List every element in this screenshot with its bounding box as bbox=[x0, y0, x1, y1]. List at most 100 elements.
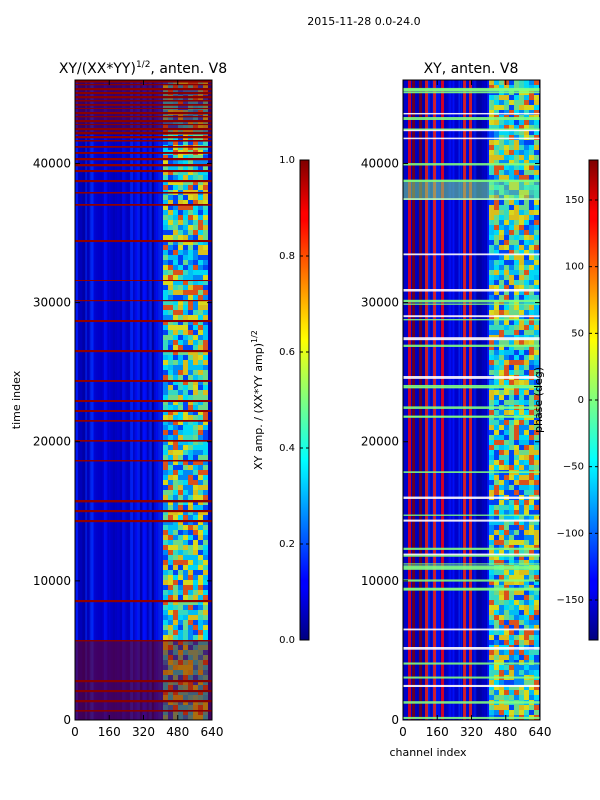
heatmap-row-line bbox=[403, 128, 540, 130]
heatmap-cell bbox=[163, 270, 168, 275]
heatmap-cell bbox=[183, 310, 188, 315]
heatmap-cell bbox=[514, 265, 519, 270]
heatmap-cell bbox=[193, 545, 198, 550]
heatmap-cell bbox=[524, 125, 529, 130]
heatmap-cell bbox=[489, 80, 494, 85]
heatmap-cell bbox=[529, 605, 534, 610]
heatmap-cell bbox=[188, 605, 193, 610]
heatmap-cell bbox=[168, 115, 173, 120]
heatmap-cell bbox=[198, 105, 203, 110]
heatmap-cell bbox=[168, 635, 173, 640]
heatmap-cell bbox=[203, 500, 208, 505]
heatmap-cell bbox=[178, 585, 183, 590]
heatmap-cell bbox=[163, 315, 168, 320]
heatmap-cell bbox=[529, 125, 534, 130]
heatmap-cell bbox=[198, 415, 203, 420]
heatmap-cell bbox=[163, 330, 168, 335]
heatmap-cell bbox=[198, 200, 203, 205]
heatmap-cell bbox=[193, 635, 198, 640]
heatmap-cell bbox=[524, 285, 529, 290]
heatmap-cell bbox=[499, 220, 504, 225]
heatmap-cell bbox=[524, 665, 529, 670]
heatmap-cell bbox=[198, 125, 203, 130]
heatmap-cell bbox=[524, 130, 529, 135]
left-y-tick-label: 0 bbox=[63, 713, 71, 727]
heatmap-cell bbox=[519, 560, 524, 565]
heatmap-cell bbox=[193, 610, 198, 615]
heatmap-cell bbox=[504, 515, 509, 520]
heatmap-cell bbox=[509, 580, 514, 585]
heatmap-cell bbox=[514, 665, 519, 670]
heatmap-cell bbox=[504, 145, 509, 150]
heatmap-cell bbox=[514, 455, 519, 460]
heatmap-cell bbox=[188, 310, 193, 315]
heatmap-cell bbox=[504, 95, 509, 100]
heatmap-cell bbox=[529, 475, 534, 480]
heatmap-cell bbox=[183, 155, 188, 160]
heatmap-cell bbox=[183, 280, 188, 285]
heatmap-cell bbox=[163, 160, 168, 165]
heatmap-cell bbox=[198, 295, 203, 300]
heatmap-cell bbox=[183, 540, 188, 545]
heatmap-cell bbox=[173, 155, 178, 160]
heatmap-cell bbox=[524, 635, 529, 640]
heatmap-cell bbox=[494, 695, 499, 700]
heatmap-cell bbox=[509, 585, 514, 590]
heatmap-cell bbox=[178, 510, 183, 515]
heatmap-cell bbox=[499, 260, 504, 265]
heatmap-cell bbox=[519, 505, 524, 510]
heatmap-cell bbox=[183, 525, 188, 530]
heatmap-cell bbox=[499, 575, 504, 580]
heatmap-cell bbox=[188, 490, 193, 495]
heatmap-cell bbox=[163, 235, 168, 240]
heatmap-row-line bbox=[403, 137, 540, 140]
heatmap-cell bbox=[509, 505, 514, 510]
heatmap-cell bbox=[529, 360, 534, 365]
heatmap-cell bbox=[499, 125, 504, 130]
heatmap-cell bbox=[499, 450, 504, 455]
heatmap-cell bbox=[529, 550, 534, 555]
heatmap-cell bbox=[188, 370, 193, 375]
heatmap-cell bbox=[489, 275, 494, 280]
heatmap-cell bbox=[203, 460, 208, 465]
heatmap-cell bbox=[203, 365, 208, 370]
heatmap-cell bbox=[173, 635, 178, 640]
heatmap-cell bbox=[514, 305, 519, 310]
heatmap-cell bbox=[529, 150, 534, 155]
heatmap-cell bbox=[529, 665, 534, 670]
left-x-tick-label: 0 bbox=[71, 725, 79, 739]
heatmap-cell bbox=[183, 115, 188, 120]
heatmap-cell bbox=[504, 110, 509, 115]
heatmap-cell bbox=[203, 545, 208, 550]
heatmap-cell bbox=[193, 510, 198, 515]
heatmap-cell bbox=[163, 465, 168, 470]
heatmap-cell bbox=[198, 340, 203, 345]
heatmap-cell bbox=[494, 500, 499, 505]
heatmap-cell bbox=[494, 80, 499, 85]
heatmap-cell bbox=[529, 530, 534, 535]
heatmap-cell bbox=[529, 535, 534, 540]
heatmap-cell bbox=[489, 640, 494, 645]
heatmap-row-line bbox=[403, 514, 540, 516]
heatmap-cell bbox=[163, 515, 168, 520]
heatmap-cell bbox=[163, 520, 168, 525]
heatmap-cell bbox=[163, 590, 168, 595]
heatmap-cell bbox=[188, 575, 193, 580]
heatmap-cell bbox=[183, 570, 188, 575]
heatmap-cell bbox=[519, 100, 524, 105]
heatmap-cell bbox=[494, 535, 499, 540]
heatmap-cell bbox=[529, 585, 534, 590]
heatmap-cell bbox=[188, 125, 193, 130]
heatmap-cell bbox=[534, 670, 539, 675]
heatmap-cell bbox=[198, 225, 203, 230]
heatmap-cell bbox=[509, 255, 514, 260]
heatmap-cell bbox=[524, 480, 529, 485]
heatmap-cell bbox=[178, 345, 183, 350]
heatmap-cell bbox=[198, 535, 203, 540]
heatmap-cell bbox=[534, 245, 539, 250]
heatmap-cell bbox=[509, 600, 514, 605]
heatmap-cell bbox=[514, 200, 519, 205]
heatmap-cell bbox=[509, 690, 514, 695]
heatmap-cell bbox=[514, 430, 519, 435]
heatmap-cell bbox=[188, 520, 193, 525]
